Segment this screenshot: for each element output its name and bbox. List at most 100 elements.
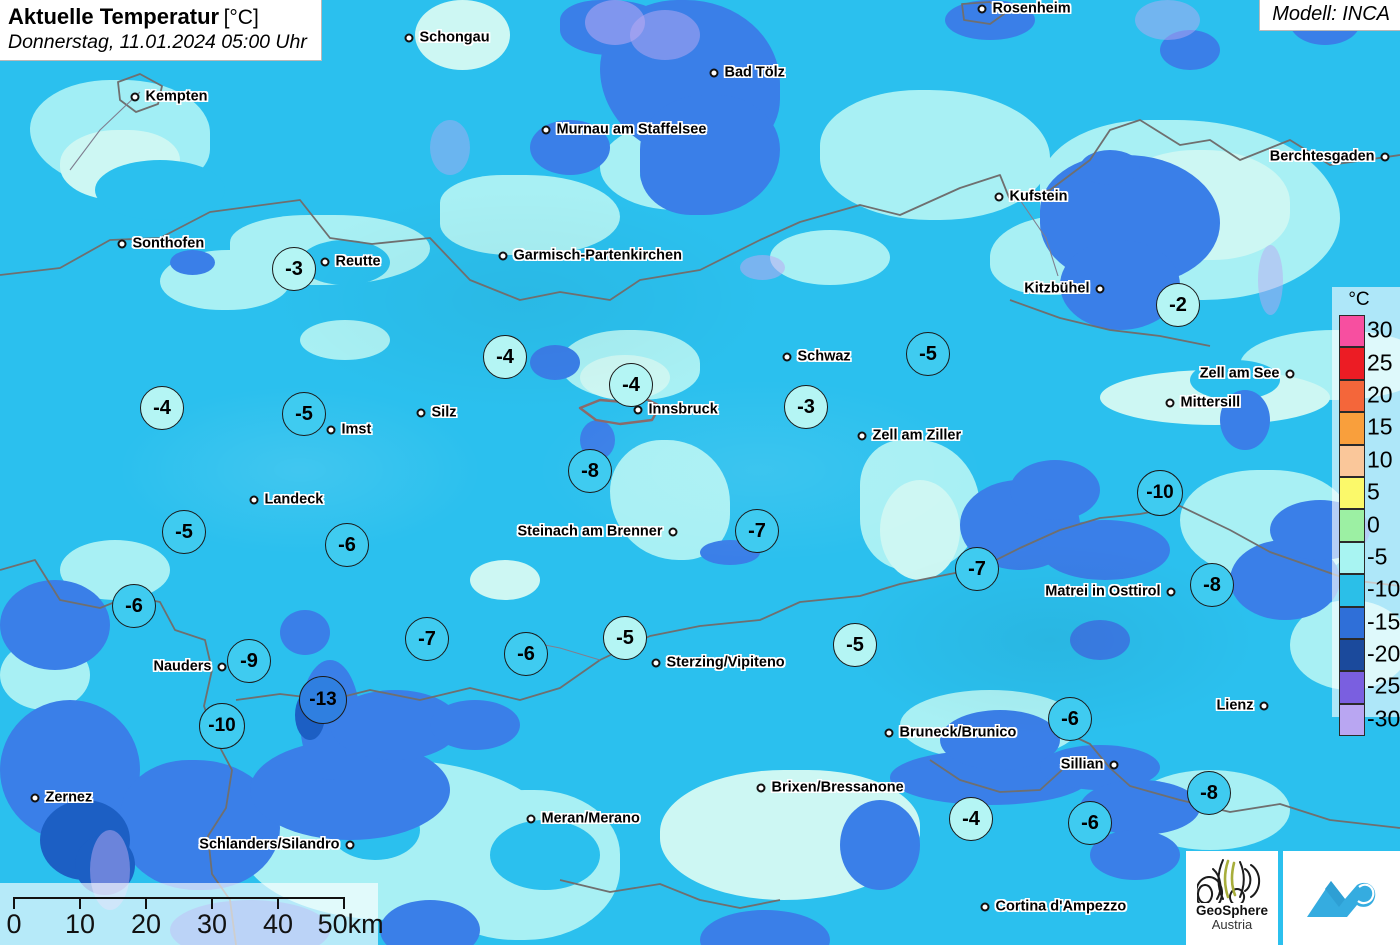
station-temperature-bubble[interactable]: -4 [140, 386, 184, 430]
scale-bar-rule [12, 897, 346, 909]
city-label: Matrei in Osttirol [1045, 583, 1161, 600]
city-dot-icon [651, 658, 661, 668]
city-marker[interactable]: Landeck [249, 492, 323, 508]
station-temperature-bubble[interactable]: -6 [1068, 801, 1112, 845]
city-label: Mittersill [1180, 394, 1241, 411]
city-marker[interactable]: Meran/Merano [526, 811, 640, 827]
station-temperature-bubble[interactable]: -4 [609, 363, 653, 407]
colorbar-swatch [1339, 315, 1365, 348]
station-temperature-bubble[interactable]: -9 [227, 639, 271, 683]
station-temperature-bubble[interactable]: -6 [504, 632, 548, 676]
city-marker[interactable]: Sillian [1061, 757, 1119, 773]
city-marker[interactable]: Reutte [320, 254, 381, 270]
city-marker[interactable]: Brixen/Bressanone [756, 780, 904, 796]
city-marker[interactable]: Lienz [1216, 698, 1269, 714]
city-label: Berchtesgaden [1269, 148, 1375, 165]
city-dot-icon [1285, 369, 1295, 379]
scale-label: 20 [130, 909, 162, 939]
station-temperature-bubble[interactable]: -10 [1137, 470, 1183, 516]
city-marker[interactable]: Kempten [130, 89, 208, 105]
city-marker[interactable]: Mittersill [1165, 395, 1240, 411]
city-marker[interactable]: Cortina d'Ampezzo [980, 899, 1126, 915]
city-dot-icon [404, 33, 414, 43]
colorbar-row: 5 [1339, 476, 1380, 510]
city-marker[interactable]: Schlanders/Silandro [199, 837, 355, 853]
city-dot-icon [633, 405, 643, 415]
station-temperature-bubble[interactable]: -5 [833, 623, 877, 667]
station-temperature-bubble[interactable]: -10 [199, 703, 245, 749]
station-temperature-bubble[interactable]: -6 [1048, 697, 1092, 741]
city-marker[interactable]: Sterzing/Vipiteno [651, 655, 785, 671]
station-temperature-bubble[interactable]: -3 [272, 247, 316, 291]
city-marker[interactable]: Nauders [153, 659, 227, 675]
city-marker[interactable]: Berchtesgaden [1270, 149, 1390, 165]
city-dot-icon [1380, 152, 1390, 162]
city-dot-icon [994, 192, 1004, 202]
city-dot-icon [541, 125, 551, 135]
city-marker[interactable]: Kufstein [994, 189, 1068, 205]
station-temperature-bubble[interactable]: -8 [1190, 563, 1234, 607]
colorbar-swatch [1339, 412, 1365, 445]
city-label: Meran/Merano [541, 810, 640, 827]
colorbar-tick-label: -25 [1367, 672, 1400, 699]
city-marker[interactable]: Bad Tölz [709, 65, 785, 81]
city-marker[interactable]: Innsbruck [633, 402, 718, 418]
city-dot-icon [980, 902, 990, 912]
station-temperature-bubble[interactable]: -2 [1156, 283, 1200, 327]
colorbar-unit-label: °C [1348, 289, 1370, 310]
city-marker[interactable]: Zell am See [1200, 366, 1295, 382]
city-marker[interactable]: Steinach am Brenner [517, 524, 678, 540]
colorbar: 30 25 20 15 10 5 0 -5 -10 -15 -20 -25 -30 [1339, 315, 1400, 737]
station-temperature-bubble[interactable]: -7 [735, 509, 779, 553]
station-temperature-bubble[interactable]: -4 [483, 335, 527, 379]
station-temperature-bubble[interactable]: -6 [112, 584, 156, 628]
city-label: Bruneck/Brunico [899, 724, 1017, 741]
city-marker[interactable]: Rosenheim [977, 1, 1071, 17]
station-temperature-bubble[interactable]: -7 [955, 547, 999, 591]
station-temperature-bubble[interactable]: -6 [325, 523, 369, 567]
colorbar-swatch [1339, 703, 1365, 737]
city-label: Rosenheim [992, 0, 1071, 17]
scale-label: 50km [317, 909, 384, 939]
colorbar-tick-label: -10 [1367, 575, 1400, 602]
station-temperature-bubble[interactable]: -5 [603, 616, 647, 660]
city-dot-icon [416, 408, 426, 418]
colorbar-row: -20 [1339, 638, 1400, 672]
colorbar-swatch [1339, 671, 1365, 704]
station-temperature-bubble[interactable]: -8 [1187, 771, 1231, 815]
city-label: Reutte [335, 253, 381, 270]
city-marker[interactable]: Zernez [30, 790, 92, 806]
city-marker[interactable]: Imst [326, 422, 371, 438]
scale-tick [12, 897, 16, 909]
city-marker[interactable]: Sonthofen [117, 236, 204, 252]
station-temperature-bubble[interactable]: -3 [784, 385, 828, 429]
city-marker[interactable]: Silz [416, 405, 456, 421]
city-dot-icon [1165, 398, 1175, 408]
map-title-box: Aktuelle Temperatur [°C] Donnerstag, 11.… [0, 0, 322, 61]
city-marker[interactable]: Garmisch-Partenkirchen [498, 248, 682, 264]
city-marker[interactable]: Kitzbühel [1024, 281, 1105, 297]
city-marker[interactable]: Bruneck/Brunico [884, 725, 1016, 741]
station-temperature-bubble[interactable]: -8 [568, 449, 612, 493]
station-temperature-bubble[interactable]: -5 [162, 510, 206, 554]
city-label: Brixen/Bressanone [771, 779, 904, 796]
city-marker[interactable]: Schongau [404, 30, 490, 46]
city-dot-icon [326, 425, 336, 435]
city-dot-icon [1095, 284, 1105, 294]
timestamp-label: Donnerstag, 11.01.2024 05:00 Uhr [8, 30, 307, 53]
city-marker[interactable]: Murnau am Staffelsee [541, 122, 706, 138]
scale-label: 0 [6, 909, 22, 939]
colorbar-tick-label: -5 [1367, 543, 1388, 570]
station-temperature-bubble[interactable]: -5 [282, 392, 326, 436]
station-temperature-bubble[interactable]: -7 [405, 617, 449, 661]
colorbar-swatch [1339, 638, 1365, 672]
station-temperature-bubble[interactable]: -4 [949, 797, 993, 841]
city-marker[interactable]: Schwaz [782, 349, 851, 365]
station-temperature-bubble[interactable]: -5 [906, 332, 950, 376]
city-marker[interactable]: Matrei in Osttirol [1045, 584, 1176, 600]
city-dot-icon [668, 527, 678, 537]
scale-tick [342, 897, 346, 909]
city-marker[interactable]: Zell am Ziller [857, 428, 961, 444]
station-temperature-bubble[interactable]: -13 [299, 676, 347, 724]
